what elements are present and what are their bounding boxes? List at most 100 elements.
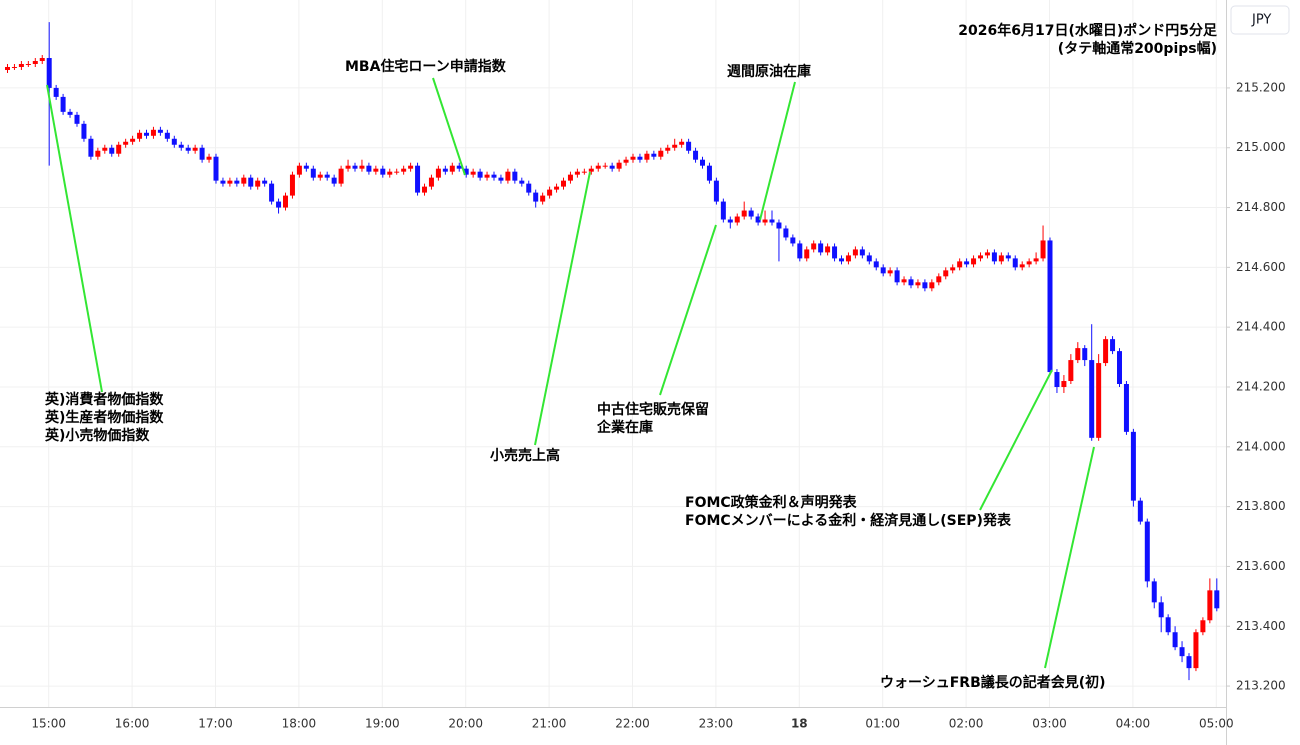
candle-body	[123, 141, 129, 145]
x-tick-label: 01:00	[865, 717, 900, 731]
y-tick-label: 215.200	[1236, 80, 1286, 94]
candle-body	[561, 180, 566, 187]
candle-body	[137, 132, 143, 139]
candle-body	[512, 171, 518, 181]
candle-body	[1151, 581, 1157, 603]
candle-body	[818, 243, 824, 253]
candle-body	[206, 156, 212, 160]
candle-body	[1193, 632, 1199, 669]
candle-body	[498, 177, 504, 181]
candle-body	[574, 171, 580, 175]
candle-body	[262, 180, 268, 184]
candle-body	[672, 144, 678, 148]
candle-body	[415, 165, 421, 193]
candle-body	[595, 165, 601, 169]
candle-body	[67, 111, 73, 115]
candle-body	[998, 255, 1004, 262]
candle-body	[1082, 348, 1088, 361]
candle-body	[776, 222, 782, 229]
candle-body	[53, 87, 59, 97]
candle-body	[609, 165, 615, 169]
candle-body	[116, 144, 122, 154]
candle-body	[832, 246, 838, 259]
candle-body	[345, 165, 351, 169]
x-tick-label: 03:00	[1032, 717, 1067, 731]
candle-body	[241, 177, 247, 184]
candle-body	[1040, 240, 1046, 259]
candle-body	[1144, 521, 1150, 582]
candle-body	[144, 132, 149, 136]
candle-body	[762, 219, 768, 223]
x-tick-label: 16:00	[115, 717, 150, 731]
candle-body	[602, 165, 608, 167]
annotation-text: MBA住宅ローン申請指数	[345, 58, 507, 75]
x-tick-label: 23:00	[699, 717, 734, 731]
candle-body	[1089, 360, 1095, 438]
candle-body	[1137, 500, 1143, 522]
candle-body	[519, 180, 525, 184]
x-tick-label: 05:00	[1199, 717, 1234, 731]
candle-body	[943, 270, 949, 277]
candle-body	[616, 162, 622, 169]
candle-body	[991, 252, 997, 262]
candle-body	[310, 168, 316, 178]
y-tick-label: 213.800	[1236, 499, 1286, 513]
candle-body	[352, 165, 358, 169]
candle-body	[706, 165, 712, 181]
candle-body	[255, 180, 261, 187]
candle-body	[505, 171, 511, 181]
candle-body	[720, 201, 726, 220]
candle-body	[394, 171, 400, 173]
candle-body	[366, 165, 372, 172]
candle-body	[644, 153, 650, 160]
y-tick-label: 213.600	[1236, 559, 1286, 573]
candle-body	[859, 249, 865, 256]
candle-body	[1019, 264, 1025, 268]
x-tick-label: 22:00	[615, 717, 650, 731]
candle-body	[185, 147, 191, 151]
candle-body	[449, 165, 455, 172]
candle-body	[651, 153, 657, 157]
candle-body	[220, 180, 226, 184]
candle-body	[1207, 590, 1213, 621]
candle-body	[88, 138, 94, 157]
candle-body	[1172, 632, 1178, 648]
annotation-leader	[979, 369, 1053, 511]
candle-body	[741, 210, 747, 217]
candle-body	[1061, 381, 1067, 387]
candle-body	[1117, 351, 1122, 385]
candle-body	[936, 276, 942, 283]
candle-body	[331, 177, 337, 184]
annotation-text: 英)生産者物価指数	[44, 409, 164, 426]
y-tick-label: 214.600	[1236, 260, 1286, 274]
candle-body	[533, 192, 539, 202]
candle-body	[748, 210, 754, 217]
candle-body	[477, 171, 483, 178]
candle-body	[46, 58, 52, 88]
candle-body	[317, 174, 323, 178]
candle-body	[908, 279, 914, 286]
candle-body	[387, 171, 393, 175]
candle-body	[491, 174, 497, 178]
candle-body	[39, 58, 45, 62]
candle-body	[839, 258, 844, 262]
candle-body	[276, 201, 282, 208]
candle-body	[581, 171, 587, 173]
candle-body	[428, 177, 434, 187]
candle-body	[408, 165, 414, 169]
annotation-text: 中古住宅販売保留	[597, 401, 709, 418]
candle-body	[915, 282, 921, 286]
candle-body	[11, 66, 17, 68]
candle-body	[484, 174, 490, 178]
candle-body	[1130, 431, 1136, 501]
candle-body	[658, 150, 664, 157]
candle-body	[463, 168, 469, 175]
annotation-leader	[759, 81, 796, 221]
candle-body	[422, 186, 427, 193]
annotation-leader	[46, 84, 103, 393]
candle-body	[269, 183, 275, 202]
annotation-text: 英)消費者物価指数	[44, 391, 164, 408]
candle-body	[234, 180, 240, 184]
x-tick-label: 15:00	[31, 717, 66, 731]
